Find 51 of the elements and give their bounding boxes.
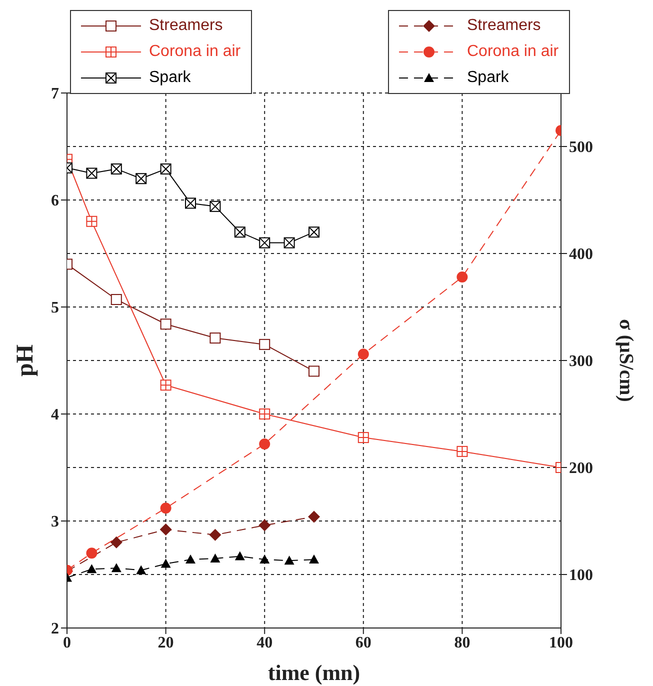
legend-label: Streamers <box>149 17 223 34</box>
x-tick-label: 80 <box>454 634 470 652</box>
point <box>111 563 122 572</box>
point <box>358 348 369 360</box>
y2-tick-label: 100 <box>569 567 593 584</box>
point <box>136 565 146 574</box>
y2-tick-label: 300 <box>569 353 593 370</box>
point <box>309 554 319 564</box>
y2-tick-label: 500 <box>569 139 593 156</box>
point <box>210 553 220 562</box>
point <box>160 318 172 330</box>
legend-label: Spark <box>149 69 191 86</box>
y-tick-label: 7 <box>51 86 59 103</box>
legend-label: Corona in air <box>149 43 241 60</box>
point <box>258 519 271 532</box>
y-tick-label: 4 <box>51 406 59 424</box>
y2-axis-title: σ (µS/cm) <box>614 319 637 402</box>
point <box>110 536 122 548</box>
point <box>209 528 222 541</box>
legend-label: Corona in air <box>467 43 559 60</box>
x-tick-label: 100 <box>549 634 573 652</box>
point <box>110 294 122 306</box>
y2-tick-label: 200 <box>569 460 593 478</box>
point <box>186 554 196 564</box>
point <box>160 558 171 568</box>
x-axis-title: time (mn) <box>268 660 360 685</box>
point <box>86 548 98 559</box>
point <box>86 564 97 574</box>
x-tick-label: 0 <box>63 634 71 652</box>
x-tick-label: 20 <box>158 634 174 652</box>
point <box>160 502 172 514</box>
y-tick-label: 6 <box>51 192 59 210</box>
y-tick-label: 2 <box>51 620 59 638</box>
point <box>234 551 245 560</box>
point <box>260 554 270 564</box>
y-tick-label: 3 <box>51 514 59 531</box>
point <box>308 510 320 523</box>
x-tick-label: 40 <box>256 634 273 652</box>
point <box>308 366 320 377</box>
point <box>259 338 270 350</box>
y-axis-title: pH <box>12 344 39 377</box>
point <box>456 272 468 283</box>
y2-tick-label: 400 <box>569 246 593 264</box>
y-tick-label: 5 <box>51 300 59 317</box>
x-tick-label: 60 <box>355 634 372 652</box>
point <box>210 332 221 344</box>
point <box>160 524 172 536</box>
legend-label: Streamers <box>467 17 541 34</box>
point <box>284 556 294 565</box>
point <box>259 438 270 450</box>
legend-label: Spark <box>467 69 509 86</box>
